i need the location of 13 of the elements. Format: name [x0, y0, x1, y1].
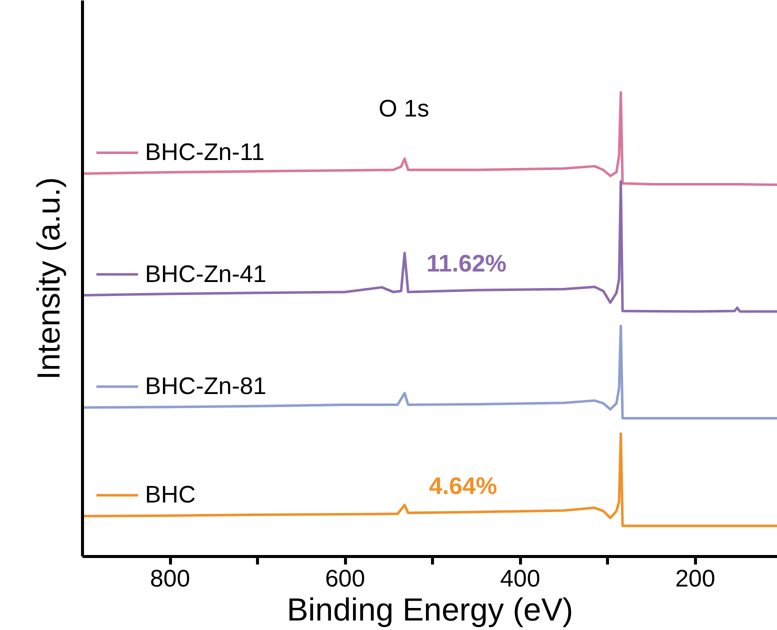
- x-tick-label: 400: [500, 566, 540, 592]
- x-tick-label: 200: [675, 566, 716, 592]
- annotation: 4.64%: [428, 472, 498, 500]
- annotation: O 1s: [378, 95, 430, 122]
- x-tick-label: 600: [325, 566, 366, 592]
- legend-label: BHC-Zn-81: [145, 373, 266, 400]
- legend-label: BHC: [145, 482, 196, 509]
- x-axis-title: Binding Energy (eV): [286, 592, 574, 628]
- legend-label: BHC-Zn-11: [145, 139, 265, 166]
- annotation: 11.62%: [426, 250, 507, 278]
- legend-label: BHC-Zn-41: [145, 260, 266, 288]
- y-axis-title: Intensity (a.u.): [30, 177, 66, 380]
- x-tick-label: 800: [150, 566, 190, 592]
